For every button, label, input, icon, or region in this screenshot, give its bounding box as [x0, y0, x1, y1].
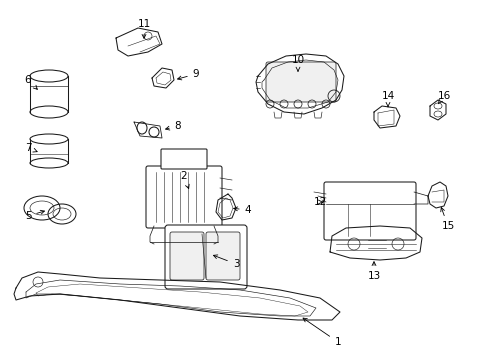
Text: 8: 8	[166, 121, 181, 131]
Text: 13: 13	[368, 262, 381, 281]
FancyBboxPatch shape	[146, 166, 222, 228]
FancyBboxPatch shape	[324, 182, 416, 240]
Text: 11: 11	[137, 19, 150, 38]
Text: 7: 7	[24, 143, 37, 153]
FancyBboxPatch shape	[266, 62, 336, 102]
Text: 4: 4	[234, 205, 251, 215]
Text: 5: 5	[24, 210, 45, 221]
FancyBboxPatch shape	[206, 232, 240, 280]
FancyBboxPatch shape	[165, 225, 247, 289]
Text: 14: 14	[381, 91, 394, 107]
Text: 10: 10	[292, 55, 305, 71]
Text: 1: 1	[303, 318, 342, 347]
Text: 2: 2	[181, 171, 189, 189]
Text: 15: 15	[441, 207, 455, 231]
Text: 9: 9	[177, 69, 199, 80]
Text: 3: 3	[214, 255, 239, 269]
FancyBboxPatch shape	[161, 149, 207, 169]
FancyBboxPatch shape	[170, 232, 204, 280]
Text: 16: 16	[438, 91, 451, 104]
Text: 6: 6	[24, 75, 37, 89]
Text: 12: 12	[314, 197, 327, 207]
